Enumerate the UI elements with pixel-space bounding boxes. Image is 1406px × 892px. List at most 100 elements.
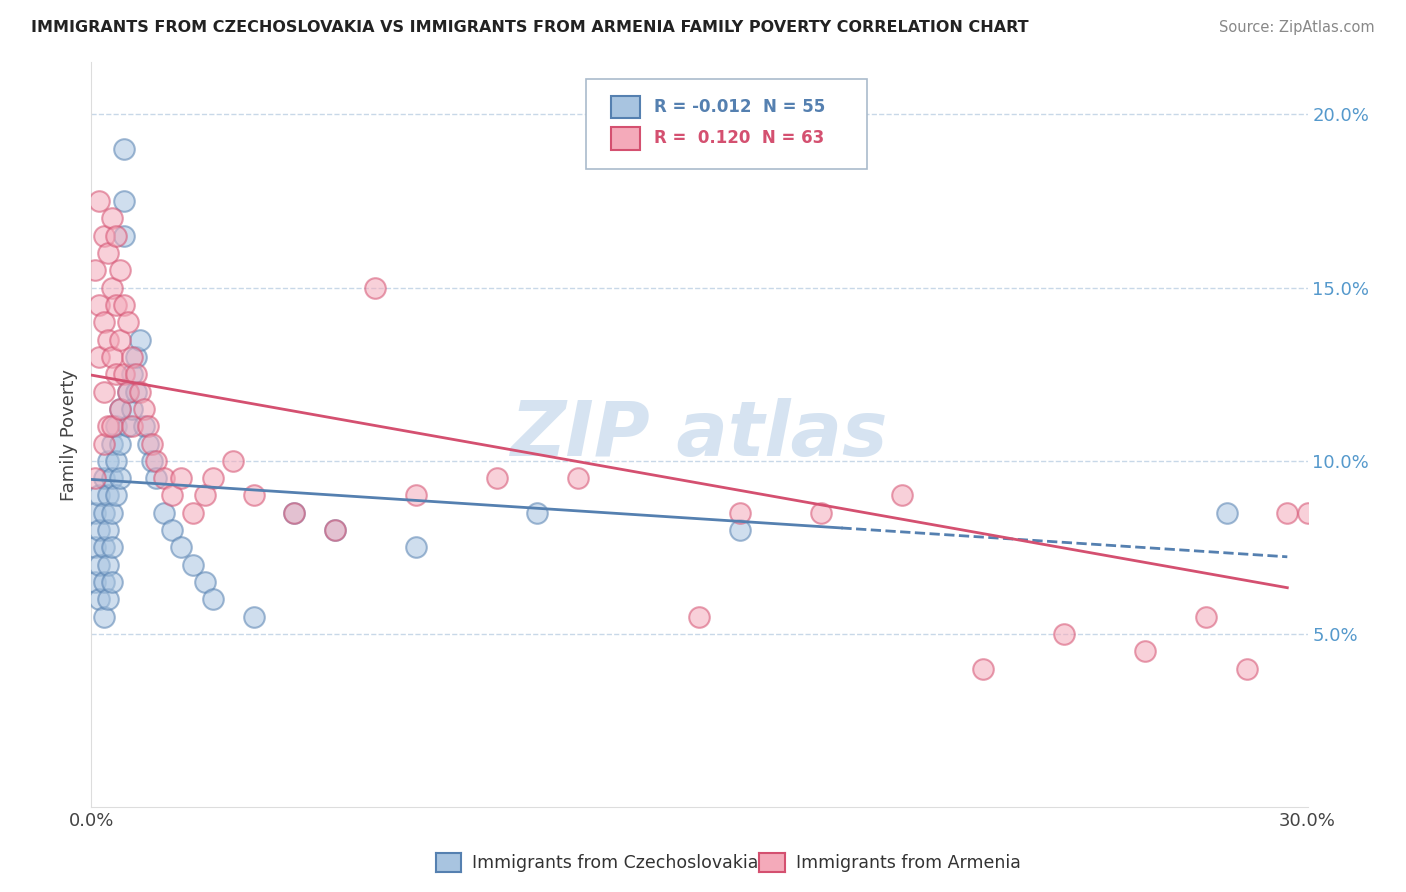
Point [117,315,139,329]
Point [1316,506,1339,520]
Point [1378,506,1400,520]
Point [97,488,120,502]
Point [688,609,710,624]
Point [125,368,148,382]
Point [97,592,120,607]
Point [222,454,245,468]
Point [153,471,176,485]
Point [405,488,427,502]
Point [89,298,111,312]
Text: Immigrants from Armenia: Immigrants from Armenia [796,854,1021,871]
Point [1277,506,1299,520]
Point [100,436,122,450]
Bar [610,96,640,119]
Point [84,263,107,277]
Point [283,506,305,520]
Point [567,471,589,485]
Point [112,368,135,382]
Point [93,609,115,624]
Point [162,488,184,502]
Text: ZIP atlas: ZIP atlas [510,398,889,472]
Point [93,506,115,520]
Point [100,541,122,555]
Point [100,506,122,520]
Point [121,350,143,364]
Point [526,506,548,520]
Point [89,523,111,537]
Point [283,506,305,520]
Point [108,471,131,485]
Point [104,368,127,382]
Point [141,436,163,450]
Point [93,384,115,399]
Point [93,228,115,243]
Point [162,523,184,537]
Point [104,454,127,468]
Point [97,419,120,434]
Point [100,211,122,226]
Point [108,401,131,416]
Point [145,471,167,485]
Point [89,592,111,607]
Point [728,523,751,537]
Point [972,662,994,676]
Point [93,541,115,555]
Point [112,228,135,243]
Point [93,575,115,590]
Point [169,471,191,485]
Point [108,436,131,450]
Point [84,471,107,485]
Point [89,350,111,364]
Point [1337,506,1360,520]
FancyBboxPatch shape [586,78,868,169]
Point [100,350,122,364]
Point [121,419,143,434]
Point [242,609,264,624]
Text: Source: ZipAtlas.com: Source: ZipAtlas.com [1219,20,1375,35]
Point [145,454,167,468]
Point [136,419,159,434]
Point [112,298,135,312]
Point [108,333,131,347]
Point [108,263,131,277]
Point [132,401,155,416]
Point [1215,506,1237,520]
Point [1053,627,1076,641]
Point [136,436,159,450]
Point [810,506,832,520]
Point [181,558,204,572]
Point [97,523,120,537]
Point [194,488,217,502]
Point [93,436,115,450]
Point [100,471,122,485]
Point [181,506,204,520]
Point [125,350,148,364]
Point [485,471,508,485]
Bar [610,128,640,150]
Point [84,506,107,520]
Point [117,384,139,399]
Point [891,488,914,502]
Point [405,541,427,555]
Point [242,488,264,502]
Text: R =  0.120  N = 63: R = 0.120 N = 63 [654,129,825,147]
Point [1135,644,1157,658]
Point [121,401,143,416]
Text: R = -0.012  N = 55: R = -0.012 N = 55 [654,98,825,116]
Point [93,471,115,485]
Point [97,246,120,260]
Point [100,419,122,434]
Point [117,384,139,399]
Point [129,333,152,347]
Point [323,523,346,537]
Point [97,558,120,572]
Point [1195,609,1218,624]
Point [89,488,111,502]
Point [202,471,225,485]
Point [121,368,143,382]
Point [97,454,120,468]
Point [104,228,127,243]
Point [141,454,163,468]
Point [1296,506,1319,520]
Point [89,194,111,208]
